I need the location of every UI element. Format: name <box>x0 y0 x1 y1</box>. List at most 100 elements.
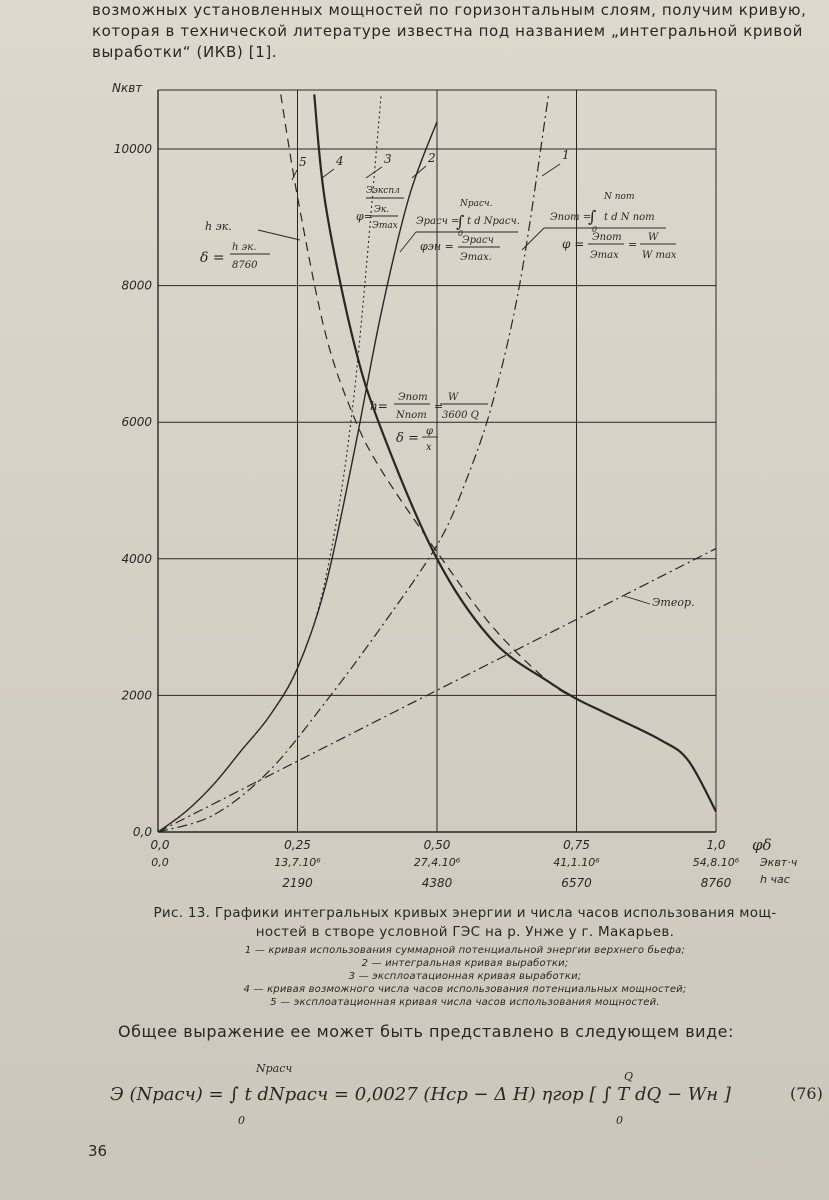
delta-label: δ = <box>200 250 225 266</box>
figure-legend: 1 — кривая использования суммарной потен… <box>160 944 770 1009</box>
x-tick-label: 0,75 <box>563 838 590 852</box>
series-curve-5 <box>280 94 577 700</box>
e-rasch-body: t d Nрасч. <box>467 216 520 227</box>
equation-body: Э (Nрасч) = ∫ t dNрасч = 0,0027 (Hср − Δ… <box>110 1084 731 1105</box>
integral-lower-limit: 0 <box>238 1114 245 1127</box>
body-paragraph: Общее выражение ее может быть представле… <box>118 1022 734 1041</box>
x-axis-label-hours: h час <box>760 873 790 886</box>
legend-item: 1 — кривая использования суммарной потен… <box>244 945 686 956</box>
y-tick-label: 8000 <box>121 279 152 293</box>
curve-number-label: 4 <box>335 154 344 168</box>
h-main-denominator-1: Nпот <box>395 410 427 421</box>
intro-line-2: которая в технической литературе известн… <box>92 22 803 40</box>
delta-numerator: h эк. <box>232 242 256 253</box>
y-tick-label: 0,0 <box>133 825 152 839</box>
leader-line <box>521 227 545 251</box>
legend-item: 2 — интегральная кривая выработки; <box>361 958 569 969</box>
phi-pot-denominator-2: W max <box>642 250 677 261</box>
h-main-denominator-2: 3600 Q <box>442 410 479 421</box>
phi-pot-equals: = <box>628 238 637 251</box>
phi-expl-eq: φ= <box>356 210 373 223</box>
h-main-denominator-3: x <box>426 442 432 453</box>
series-curve-3 <box>157 94 382 833</box>
figure-caption: Рис. 13. Графики интегральных кривых эне… <box>110 904 820 942</box>
intro-line-1: возможных установленных мощностей по гор… <box>92 1 807 19</box>
integral2-lower-limit: 0 <box>616 1114 623 1127</box>
x-tick-label: 0,0 <box>151 856 169 869</box>
phi-pot-numerator-2: W <box>648 232 659 243</box>
x-tick-label: 4380 <box>422 876 453 890</box>
leader-line <box>365 166 383 179</box>
legend-item: 5 — эксплоатационная кривая числа часов … <box>270 997 660 1008</box>
e-rasch-integral: ∫ <box>456 212 464 231</box>
caption-title-line-2: ностей в створе условной ГЭС на р. Унже … <box>255 924 675 940</box>
e-teor-label: Этеор. <box>652 596 695 609</box>
e-rasch-lower: 0 <box>458 229 463 238</box>
leader-line <box>399 231 417 253</box>
phi-expl-denominator: Эmax <box>372 221 398 231</box>
e-pot-upper: N пот <box>603 192 635 202</box>
delta-denominator: 8760 <box>232 260 258 271</box>
leader-line <box>541 163 561 177</box>
x-tick-label: 54,8.10⁶ <box>693 856 740 869</box>
x-tick-label: 0,25 <box>284 838 311 852</box>
h-main-numerator-1: Эпот <box>398 392 428 403</box>
x-tick-label: 6570 <box>561 876 592 890</box>
leader-line <box>257 229 301 241</box>
e-pot-lower: 0 <box>592 225 597 234</box>
y-axis-label: Nквт <box>112 81 143 95</box>
leader-line <box>411 165 427 179</box>
x-tick-label: 0,50 <box>424 838 451 852</box>
chart-series <box>157 94 717 833</box>
series-curve-2 <box>157 121 438 833</box>
curve-number-label: 5 <box>299 155 307 169</box>
x-axis-label-phi: φδ <box>752 836 772 854</box>
h-main-eq: h= <box>370 399 388 413</box>
h-main-numerator-3: φ <box>426 426 433 437</box>
caption-title-line-1: Рис. 13. Графики интегральных кривых эне… <box>153 905 777 921</box>
integral-upper-limit: Nрасч <box>256 1062 293 1075</box>
h-main-equals: = <box>434 400 443 413</box>
e-rasch-lhs: Эрасч = <box>416 216 459 227</box>
x-tick-label: 1,0 <box>706 838 725 852</box>
y-tick-label: 4000 <box>121 552 152 566</box>
x-tick-label: 13,7.10⁶ <box>274 856 321 869</box>
x-tick-label: 41,1.10⁶ <box>553 856 600 869</box>
x-tick-label: 8760 <box>701 876 732 890</box>
curve-number-label: 2 <box>427 151 436 165</box>
phi-pot-eq: φ = <box>562 237 584 251</box>
phi-en-eq: φэн = <box>420 240 454 253</box>
curve-number-label: 3 <box>384 152 392 166</box>
integral2-upper-limit: Q <box>624 1070 634 1083</box>
phi-pot-numerator-1: Эпот <box>592 232 622 243</box>
e-pot-body: t d N пот <box>604 212 655 223</box>
chart-ticks: 0,0 2000 4000 6000 8000 10000 Nквт 0,0 0,25 0,50 0… <box>112 81 798 890</box>
x-tick-label: 2190 <box>282 876 313 890</box>
x-axis-label-energy: Эквт·ч <box>759 856 798 869</box>
legend-item: 4 — кривая возможного числа часов исполь… <box>243 984 687 995</box>
page-number: 36 <box>88 1142 108 1160</box>
curve-number-label: 1 <box>562 148 570 162</box>
e-pot-integral: ∫ <box>588 207 596 226</box>
e-expl-label: Ээкспл <box>366 186 400 196</box>
h-ek-label: h эк. <box>205 220 232 233</box>
phi-expl-numerator: Эк. <box>374 205 389 215</box>
x-tick-label: 27,4.10⁶ <box>414 856 461 869</box>
equation-76: Nрасч Э (Nрасч) = ∫ t dNрасч = 0,0027 (H… <box>110 1062 829 1142</box>
series-e-teor <box>157 548 717 833</box>
leader-line <box>623 595 651 605</box>
intro-line-3: выработки“ (ИКВ) [1]. <box>92 43 278 61</box>
x-tick-label: 0,0 <box>150 838 169 852</box>
leader-line <box>321 168 335 179</box>
y-tick-label: 2000 <box>121 688 152 702</box>
legend-item: 3 — эксплоатационная кривая выработки; <box>348 971 582 982</box>
series-curve-4 <box>313 94 717 813</box>
h-main-delta: δ = <box>396 431 419 446</box>
equation-number: (76) <box>790 1084 823 1103</box>
y-tick-label: 6000 <box>121 415 152 429</box>
phi-pot-denominator-1: Эmax <box>590 250 619 261</box>
intro-paragraph: возможных установленных мощностей по гор… <box>92 0 822 63</box>
y-tick-label: 10000 <box>114 142 153 156</box>
